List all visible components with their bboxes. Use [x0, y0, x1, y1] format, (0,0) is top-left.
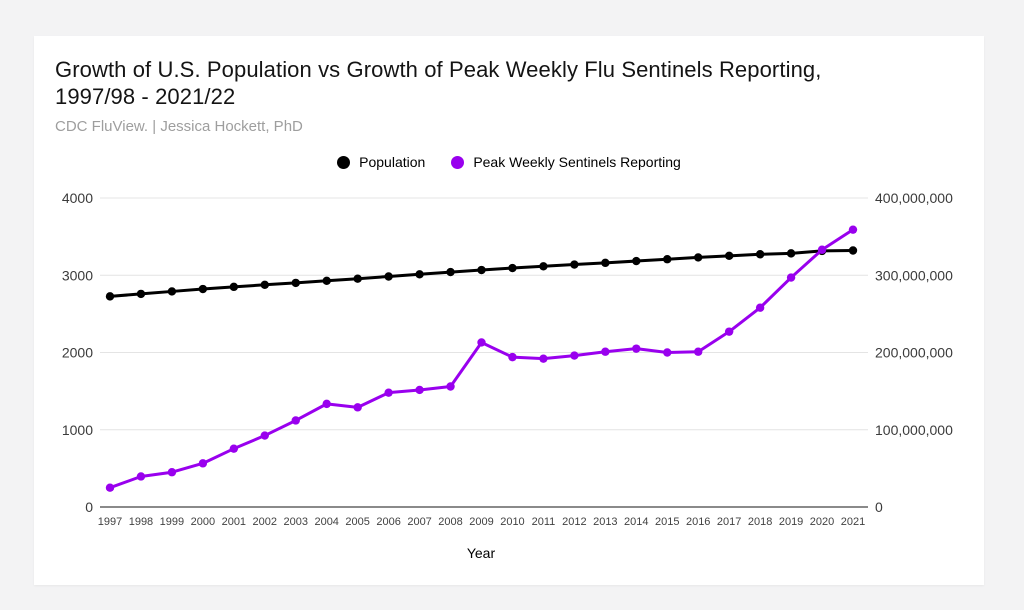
legend-label-population: Population: [359, 154, 426, 170]
left-axis-tick-label: 4000: [62, 190, 93, 206]
x-axis-tick-label: 2015: [655, 516, 679, 528]
x-axis-tick-label: 2018: [748, 516, 772, 528]
x-axis-tick-label: 1998: [129, 516, 153, 528]
data-point-peak-weekly-sentinels-reporting-2007: [415, 385, 424, 395]
data-point-population-2016: [694, 253, 703, 262]
right-axis-tick-label: 0: [875, 499, 883, 515]
data-point-population-2007: [415, 270, 424, 279]
x-axis-tick-label: 2021: [841, 516, 865, 528]
data-point-peak-weekly-sentinels-reporting-2018: [755, 303, 765, 312]
x-axis-tick-label: 1999: [160, 516, 184, 528]
data-point-population-1998: [136, 289, 146, 299]
data-point-peak-weekly-sentinels-reporting-2011: [539, 354, 548, 363]
data-point-population-2011: [539, 262, 548, 271]
data-point-peak-weekly-sentinels-reporting-2010: [508, 352, 517, 362]
right-axis-tick-label: 400,000,000: [875, 190, 953, 206]
x-axis-tick-label: 2002: [253, 516, 277, 528]
x-axis-tick-label: 2019: [779, 516, 803, 528]
left-axis-tick-label: 0: [85, 499, 93, 515]
data-point-peak-weekly-sentinels-reporting-2006: [384, 388, 393, 397]
data-point-peak-weekly-sentinels-reporting-2019: [786, 273, 796, 282]
data-point-population-2009: [477, 265, 486, 275]
data-point-peak-weekly-sentinels-reporting-2015: [663, 348, 672, 357]
data-point-population-2003: [291, 278, 300, 288]
data-point-peak-weekly-sentinels-reporting-2014: [632, 344, 641, 353]
data-point-peak-weekly-sentinels-reporting-1997: [105, 483, 115, 492]
data-point-population-2002: [260, 280, 269, 290]
left-axis-tick-label: 2000: [62, 345, 93, 361]
data-point-peak-weekly-sentinels-reporting-1998: [136, 472, 146, 481]
data-point-peak-weekly-sentinels-reporting-2002: [260, 431, 269, 440]
x-axis-tick-label: 2010: [500, 516, 524, 528]
data-point-peak-weekly-sentinels-reporting-2012: [570, 351, 579, 360]
data-point-population-2013: [601, 258, 610, 268]
right-axis-tick-label: 200,000,000: [875, 345, 953, 361]
population-legend-dot-icon: [337, 155, 351, 169]
x-axis-tick-label: 2017: [717, 516, 741, 528]
data-point-population-2015: [663, 255, 672, 264]
x-axis-tick-label: 1997: [98, 516, 122, 528]
data-point-peak-weekly-sentinels-reporting-2009: [477, 338, 486, 347]
data-point-population-2014: [632, 256, 641, 266]
legend: Population Peak Weekly Sentinels Reporti…: [34, 154, 984, 170]
data-point-population-2006: [384, 272, 393, 281]
x-axis-tick-label: 2020: [810, 516, 834, 528]
data-point-peak-weekly-sentinels-reporting-2001: [229, 444, 239, 453]
data-point-peak-weekly-sentinels-reporting-1999: [167, 468, 177, 477]
chart-canvas: 0 0 1000 100,000,000 2000 200,000,000 3000 300,…: [62, 190, 953, 561]
data-point-population-2017: [724, 251, 734, 261]
x-axis-tick-label: 2004: [314, 516, 338, 528]
data-point-population-2008: [446, 267, 455, 277]
chart-subtitle: CDC FluView. | Jessica Hockett, PhD: [55, 118, 303, 135]
left-axis-tick-label: 1000: [62, 422, 93, 438]
data-point-peak-weekly-sentinels-reporting-2004: [322, 399, 331, 409]
x-axis-tick-label: 2001: [222, 516, 246, 528]
data-point-population-2005: [353, 274, 362, 283]
x-axis-tick-label: 2009: [469, 516, 493, 528]
data-point-population-2018: [755, 250, 765, 259]
x-axis-tick-label: 2012: [562, 516, 586, 528]
legend-item-sentinels: Peak Weekly Sentinels Reporting: [451, 154, 681, 170]
data-point-peak-weekly-sentinels-reporting-2016: [694, 347, 703, 356]
right-axis-tick-label: 300,000,000: [875, 267, 953, 283]
data-point-population-2012: [570, 260, 579, 269]
x-axis-tick-label: 2016: [686, 516, 710, 528]
data-point-population-2000: [198, 284, 208, 294]
data-point-population-1997: [105, 292, 115, 301]
data-point-peak-weekly-sentinels-reporting-2021: [848, 225, 858, 234]
data-point-peak-weekly-sentinels-reporting-2020: [817, 245, 827, 254]
data-point-peak-weekly-sentinels-reporting-2005: [353, 403, 362, 412]
sentinels-legend-dot-icon: [451, 155, 465, 169]
left-axis-tick-label: 3000: [62, 267, 93, 283]
data-point-population-2001: [229, 282, 239, 292]
x-axis-tick-label: 2005: [345, 516, 369, 528]
data-point-peak-weekly-sentinels-reporting-2003: [291, 416, 300, 425]
right-axis-tick-label: 100,000,000: [875, 422, 953, 438]
data-point-peak-weekly-sentinels-reporting-2017: [724, 327, 734, 336]
x-axis-tick-label: 2000: [191, 516, 215, 528]
data-point-population-2010: [508, 263, 517, 273]
x-axis-tick-label: 2014: [624, 516, 648, 528]
data-point-population-2019: [786, 249, 796, 258]
legend-label-sentinels: Peak Weekly Sentinels Reporting: [473, 154, 681, 170]
x-axis-tick-label: 2003: [284, 516, 308, 528]
data-point-peak-weekly-sentinels-reporting-2008: [446, 382, 455, 391]
chart-title: Growth of U.S. Population vs Growth of P…: [55, 56, 965, 110]
x-axis-tick-label: 2011: [532, 516, 556, 528]
data-point-population-2004: [322, 276, 331, 286]
x-axis-tick-label: 2007: [407, 516, 431, 528]
chart-card: Growth of U.S. Population vs Growth of P…: [34, 36, 984, 585]
x-axis-tick-label: 2006: [376, 516, 400, 528]
x-axis-title: Year: [467, 545, 496, 561]
x-axis-tick-label: 2013: [593, 516, 617, 528]
data-point-population-1999: [167, 287, 177, 296]
data-point-population-2021: [848, 246, 858, 255]
data-point-peak-weekly-sentinels-reporting-2000: [198, 459, 208, 468]
legend-item-population: Population: [337, 154, 425, 170]
x-axis-tick-label: 2008: [438, 516, 462, 528]
chart-title-line2: 1997/98 - 2021/22: [55, 84, 236, 109]
data-point-peak-weekly-sentinels-reporting-2013: [601, 347, 610, 356]
chart-title-line1: Growth of U.S. Population vs Growth of P…: [55, 57, 822, 82]
